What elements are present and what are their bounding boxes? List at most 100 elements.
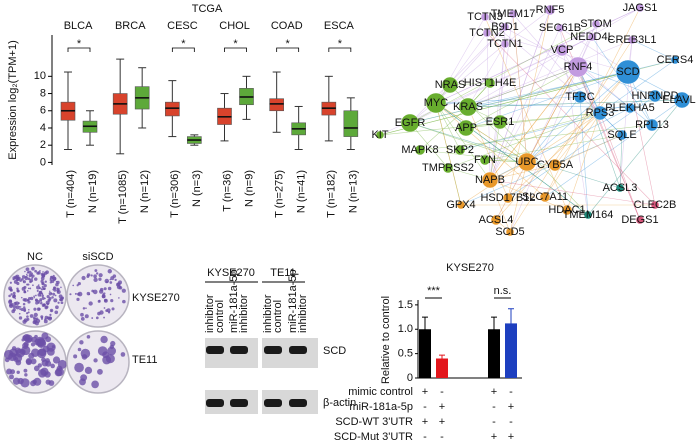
- network-node: [561, 204, 573, 216]
- colony: [11, 346, 17, 351]
- network-node-label: MAPK8: [401, 144, 438, 156]
- y-tick-label: 10: [34, 70, 46, 82]
- colony: [33, 312, 38, 317]
- network-edge: [435, 102, 528, 163]
- significance-bracket: [171, 47, 195, 52]
- blot-band: [230, 399, 248, 407]
- network-node: [615, 59, 641, 85]
- network-edge: [587, 99, 683, 216]
- x-tick-label: N (n=13): [348, 170, 360, 213]
- network-node: [508, 9, 518, 19]
- condition-label: NC: [27, 251, 43, 263]
- colony: [16, 278, 19, 281]
- network-node-label: GPX4: [446, 199, 475, 211]
- colony: [93, 358, 98, 363]
- colony: [23, 368, 28, 373]
- network-node-label: TCTN1: [487, 38, 522, 50]
- colony: [77, 291, 83, 297]
- colony: [13, 275, 19, 280]
- network-edge: [467, 106, 509, 199]
- condition-label: mimic control: [348, 386, 413, 398]
- colony: [57, 359, 67, 369]
- x-tick-label: T (n=404): [65, 170, 77, 218]
- colony: [13, 294, 16, 297]
- y-tick-label: 4: [40, 122, 46, 134]
- colony: [95, 272, 99, 275]
- colony: [9, 281, 12, 284]
- group-label: CHOL: [219, 20, 250, 32]
- colony: [27, 277, 31, 281]
- network-node: [442, 162, 454, 174]
- network-edge: [489, 13, 514, 181]
- colony: [20, 378, 30, 388]
- colony: [50, 279, 55, 284]
- x-tick-label: N (n=41): [296, 170, 308, 213]
- colony: [49, 308, 54, 313]
- x-tick-label: T (n=306): [169, 170, 181, 218]
- colony: [22, 302, 26, 306]
- colony: [41, 285, 44, 289]
- network-node-label: SCD: [616, 66, 639, 78]
- colony: [52, 356, 61, 364]
- colony: [23, 306, 26, 309]
- condition-sign: -: [509, 416, 513, 428]
- colony: [91, 317, 94, 319]
- colony: [55, 280, 58, 283]
- colony: [40, 276, 45, 281]
- colony: [55, 282, 59, 287]
- network-edge: [577, 66, 621, 189]
- network-edge: [554, 71, 629, 166]
- bar: [436, 358, 448, 378]
- colony: [47, 316, 53, 321]
- network-edge: [379, 112, 601, 136]
- colony: [16, 281, 20, 286]
- network-edge: [489, 9, 551, 181]
- colony: [36, 289, 39, 292]
- colony: [14, 357, 19, 361]
- network-node-label: APP: [455, 122, 477, 134]
- blot-band: [289, 346, 307, 354]
- network-edge: [489, 121, 501, 181]
- colony: [30, 358, 37, 365]
- lane-label: miR-181a-5p: [228, 269, 240, 333]
- network-edge: [627, 71, 656, 206]
- colony: [44, 280, 47, 283]
- network-edge: [467, 99, 683, 108]
- colony: [73, 354, 78, 359]
- network-node: [414, 144, 426, 156]
- network-edge: [467, 66, 579, 108]
- colony: [109, 281, 113, 284]
- network-node: [425, 92, 447, 114]
- colony: [60, 286, 62, 289]
- colony: [15, 359, 22, 366]
- network-edge: [499, 121, 589, 216]
- colony: [36, 285, 41, 290]
- network-node-label: SKP2: [446, 144, 474, 156]
- network-node: [502, 192, 514, 204]
- x-tick-label: N (n=3): [191, 170, 203, 207]
- colony: [55, 305, 59, 310]
- x-tick-label: T (n=1085): [117, 170, 129, 224]
- group-label: COAD: [271, 20, 303, 32]
- network-edge: [465, 66, 579, 129]
- blot-band: [206, 399, 224, 407]
- network-node-label: CERS4: [657, 54, 694, 66]
- colony: [104, 298, 107, 302]
- colony: [90, 274, 93, 277]
- box: [269, 98, 284, 112]
- network-edge: [409, 122, 528, 163]
- colony: [26, 283, 29, 286]
- colony: [27, 311, 30, 314]
- network-edge: [504, 9, 551, 45]
- group-label: BRCA: [115, 20, 146, 32]
- colony: [72, 284, 75, 287]
- colony: [88, 301, 93, 306]
- blot-band: [264, 399, 282, 407]
- network-node-label: EGFR: [395, 117, 426, 129]
- network-node: [400, 113, 420, 133]
- colony: [34, 334, 38, 339]
- colony: [52, 292, 56, 296]
- network-node: [500, 39, 510, 49]
- colony: [45, 270, 49, 274]
